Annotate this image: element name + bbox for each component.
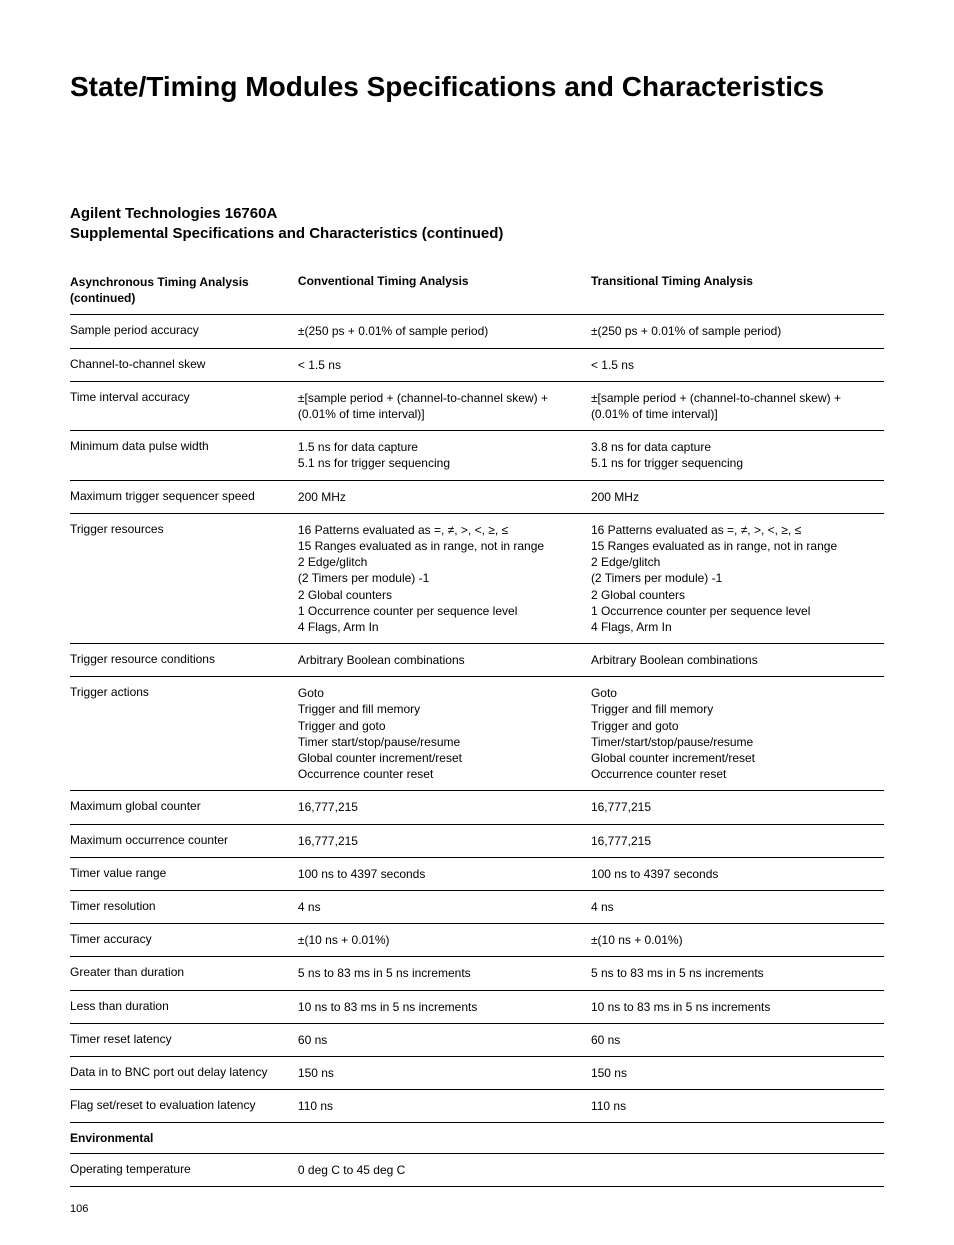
row-label: Less than duration	[70, 990, 298, 1023]
spec-table: Asynchronous Timing Analysis (continued)…	[70, 266, 884, 1187]
table-row: Timer reset latency60 ns60 ns	[70, 1023, 884, 1056]
row-value-conventional: 16 Patterns evaluated as =, ≠, >, <, ≥, …	[298, 513, 591, 643]
row-value-transitional: ±(250 ps + 0.01% of sample period)	[591, 315, 884, 348]
subtitle-line2: Supplemental Specifications and Characte…	[70, 224, 884, 244]
table-row: Timer resolution4 ns4 ns	[70, 890, 884, 923]
col-header-2: Conventional Timing Analysis	[298, 266, 591, 315]
row-value-transitional: ±[sample period + (channel-to-channel sk…	[591, 381, 884, 430]
row-label: Timer reset latency	[70, 1023, 298, 1056]
row-label: Maximum trigger sequencer speed	[70, 480, 298, 513]
row-value-conventional: ±(10 ns + 0.01%)	[298, 924, 591, 957]
row-value-conventional: Arbitrary Boolean combinations	[298, 644, 591, 677]
row-value-transitional: 200 MHz	[591, 480, 884, 513]
row-label: Time interval accuracy	[70, 381, 298, 430]
row-value-transitional: Arbitrary Boolean combinations	[591, 644, 884, 677]
row-label: Minimum data pulse width	[70, 431, 298, 480]
row-label: Trigger resources	[70, 513, 298, 643]
row-value-transitional: 16,777,215	[591, 824, 884, 857]
row-value-transitional: 10 ns to 83 ms in 5 ns increments	[591, 990, 884, 1023]
row-value-conventional: 200 MHz	[298, 480, 591, 513]
row-value-conventional: 4 ns	[298, 890, 591, 923]
section-heading-row: Environmental	[70, 1123, 884, 1154]
row-value-conventional: Goto Trigger and fill memory Trigger and…	[298, 677, 591, 791]
row-value-conventional: ±[sample period + (channel-to-channel sk…	[298, 381, 591, 430]
row-value-transitional: ±(10 ns + 0.01%)	[591, 924, 884, 957]
row-value-transitional: 16,777,215	[591, 791, 884, 824]
table-row: Trigger actionsGoto Trigger and fill mem…	[70, 677, 884, 791]
table-row: Timer value range100 ns to 4397 seconds1…	[70, 857, 884, 890]
row-value-transitional: < 1.5 ns	[591, 348, 884, 381]
table-row: Maximum trigger sequencer speed200 MHz20…	[70, 480, 884, 513]
row-label: Data in to BNC port out delay latency	[70, 1056, 298, 1089]
row-label: Trigger resource conditions	[70, 644, 298, 677]
row-label: Operating temperature	[70, 1154, 298, 1187]
table-row: Sample period accuracy±(250 ps + 0.01% o…	[70, 315, 884, 348]
table-row: Data in to BNC port out delay latency150…	[70, 1056, 884, 1089]
row-value-transitional: 3.8 ns for data capture 5.1 ns for trigg…	[591, 431, 884, 480]
row-label: Trigger actions	[70, 677, 298, 791]
row-label: Channel-to-channel skew	[70, 348, 298, 381]
row-value-conventional: 0 deg C to 45 deg C	[298, 1154, 591, 1187]
row-label: Timer resolution	[70, 890, 298, 923]
row-value-conventional: 1.5 ns for data capture 5.1 ns for trigg…	[298, 431, 591, 480]
row-value-transitional: 150 ns	[591, 1056, 884, 1089]
row-value-conventional: 10 ns to 83 ms in 5 ns increments	[298, 990, 591, 1023]
table-row: Flag set/reset to evaluation latency110 …	[70, 1090, 884, 1123]
row-value-conventional: 110 ns	[298, 1090, 591, 1123]
row-value-conventional: 5 ns to 83 ms in 5 ns increments	[298, 957, 591, 990]
table-row: Trigger resource conditionsArbitrary Boo…	[70, 644, 884, 677]
row-value-transitional: 60 ns	[591, 1023, 884, 1056]
row-label: Flag set/reset to evaluation latency	[70, 1090, 298, 1123]
table-row: Minimum data pulse width1.5 ns for data …	[70, 431, 884, 480]
table-header-row: Asynchronous Timing Analysis (continued)…	[70, 266, 884, 315]
row-label: Maximum global counter	[70, 791, 298, 824]
table-row: Maximum global counter16,777,21516,777,2…	[70, 791, 884, 824]
table-row: Time interval accuracy±[sample period + …	[70, 381, 884, 430]
col-header-3: Transitional Timing Analysis	[591, 266, 884, 315]
table-row: Maximum occurrence counter16,777,21516,7…	[70, 824, 884, 857]
row-value-transitional: 5 ns to 83 ms in 5 ns increments	[591, 957, 884, 990]
row-label: Maximum occurrence counter	[70, 824, 298, 857]
table-row: Trigger resources16 Patterns evaluated a…	[70, 513, 884, 643]
row-value-conventional: 16,777,215	[298, 824, 591, 857]
row-value-conventional: ±(250 ps + 0.01% of sample period)	[298, 315, 591, 348]
row-value-transitional: 16 Patterns evaluated as =, ≠, >, <, ≥, …	[591, 513, 884, 643]
row-value-transitional: 110 ns	[591, 1090, 884, 1123]
row-value-transitional: 100 ns to 4397 seconds	[591, 857, 884, 890]
row-value-transitional: Goto Trigger and fill memory Trigger and…	[591, 677, 884, 791]
row-value-conventional: 16,777,215	[298, 791, 591, 824]
row-value-transitional	[591, 1154, 884, 1187]
table-row: Channel-to-channel skew< 1.5 ns< 1.5 ns	[70, 348, 884, 381]
subtitle: Agilent Technologies 16760A Supplemental…	[70, 204, 884, 245]
row-value-conventional: 100 ns to 4397 seconds	[298, 857, 591, 890]
row-label: Greater than duration	[70, 957, 298, 990]
row-label: Sample period accuracy	[70, 315, 298, 348]
page-number: 106	[70, 1203, 884, 1215]
table-row: Timer accuracy±(10 ns + 0.01%)±(10 ns + …	[70, 924, 884, 957]
table-row: Greater than duration5 ns to 83 ms in 5 …	[70, 957, 884, 990]
page-title: State/Timing Modules Specifications and …	[70, 70, 884, 104]
row-value-conventional: 60 ns	[298, 1023, 591, 1056]
table-row: Less than duration10 ns to 83 ms in 5 ns…	[70, 990, 884, 1023]
subtitle-line1: Agilent Technologies 16760A	[70, 204, 884, 224]
row-value-conventional: 150 ns	[298, 1056, 591, 1089]
table-row: Operating temperature0 deg C to 45 deg C	[70, 1154, 884, 1187]
row-label: Timer value range	[70, 857, 298, 890]
section-heading: Environmental	[70, 1123, 884, 1154]
col-header-1: Asynchronous Timing Analysis (continued)	[70, 266, 298, 315]
row-value-transitional: 4 ns	[591, 890, 884, 923]
row-value-conventional: < 1.5 ns	[298, 348, 591, 381]
row-label: Timer accuracy	[70, 924, 298, 957]
